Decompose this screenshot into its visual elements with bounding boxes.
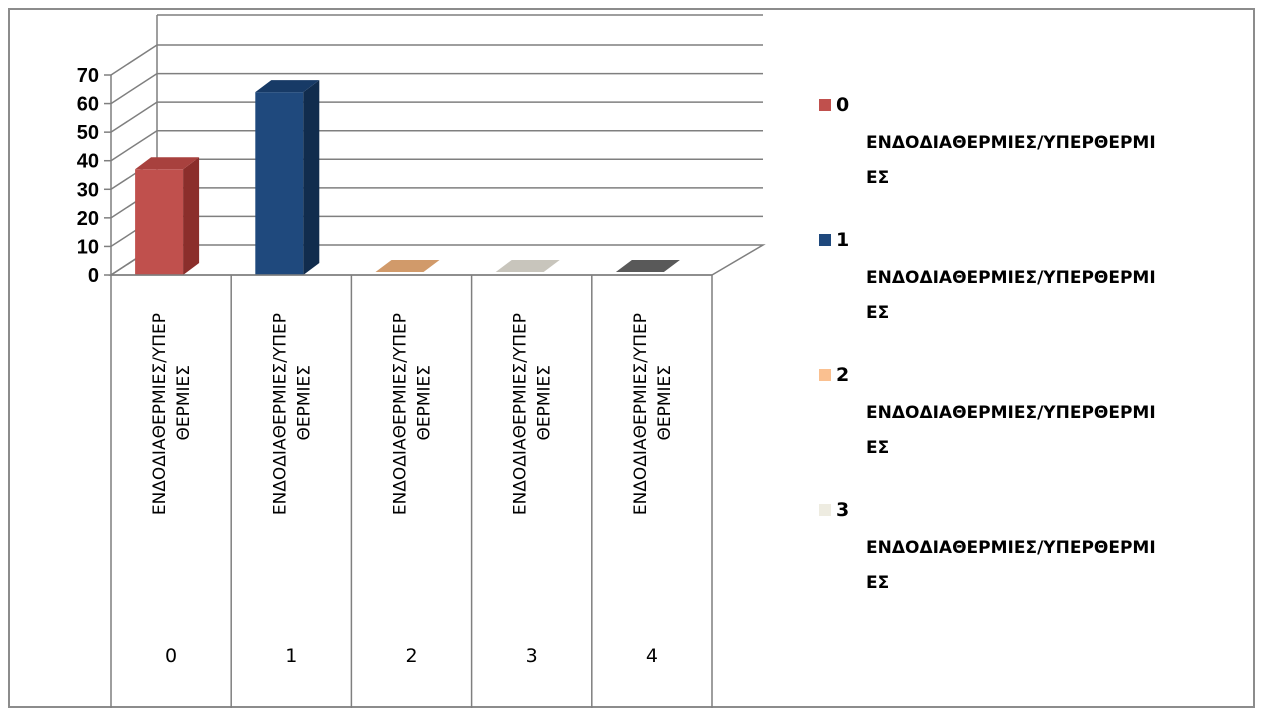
category-label-line2: ΘΕΡΜΙΕΣ	[294, 365, 314, 441]
gridlines	[108, 14, 766, 276]
gridline-diagonal	[110, 101, 158, 133]
bar-zero	[615, 260, 680, 272]
category-axis: ΕΝΔΟΔΙΑΘΕΡΜΙΕΣ/ΥΠΕΡ ΘΕΡΜΙΕΣ0ΕΝΔΟΔΙΑΘΕΡΜΙΕ…	[110, 274, 713, 708]
y-tick-label: 40	[77, 151, 99, 173]
gridline-diagonal	[110, 44, 158, 76]
legend-number: 1	[836, 229, 849, 251]
bar-front	[255, 92, 304, 276]
legend-number: 3	[836, 499, 849, 521]
y-tick-label: 0	[88, 265, 99, 287]
axes: 0 10 20 30 40 50 60 70	[77, 65, 112, 287]
legend-swatch	[819, 99, 831, 111]
legend-label-line2: ΕΣ	[866, 573, 889, 593]
legend-label-line1: ΕΝΔΟΔΙΑΘΕΡΜΙΕΣ/ΥΠΕΡΘΕΡΜΙ	[866, 403, 1156, 423]
category-label: ΕΝΔΟΔΙΑΘΕΡΜΙΕΣ/ΥΠΕΡ ΘΕΡΜΙΕΣ	[631, 313, 675, 515]
spacer-2	[111, 15, 157, 75]
legend-label-line2: ΕΣ	[866, 303, 889, 323]
category-label: ΕΝΔΟΔΙΑΘΕΡΜΙΕΣ/ΥΠΕΡ ΘΕΡΜΙΕΣ	[270, 313, 314, 515]
category-number: 2	[405, 645, 417, 667]
legend-swatch	[819, 504, 831, 516]
legend-label-line1: ΕΝΔΟΔΙΑΘΕΡΜΙΕΣ/ΥΠΕΡΘΕΡΜΙ	[866, 538, 1156, 558]
bar-zero	[495, 260, 560, 272]
category-label-line1: ΕΝΔΟΔΙΑΘΕΡΜΙΕΣ/ΥΠΕΡ	[391, 313, 411, 515]
y-tick-label: 60	[77, 94, 99, 116]
bars	[135, 80, 680, 276]
category-label-line1: ΕΝΔΟΔΙΑΘΕΡΜΙΕΣ/ΥΠΕΡ	[631, 313, 651, 515]
y-tick-label: 10	[77, 236, 99, 258]
legend-label-line2: ΕΣ	[866, 438, 889, 458]
category-number: 3	[526, 645, 538, 667]
category-label-line1: ΕΝΔΟΔΙΑΘΕΡΜΙΕΣ/ΥΠΕΡ	[511, 313, 531, 515]
legend: 0 ΕΝΔΟΔΙΑΘΕΡΜΙΕΣ/ΥΠΕΡΘΕΡΜΙ ΕΣ 1 ΕΝΔΟΔΙΑΘΕΡΜΙ…	[819, 94, 1156, 593]
legend-number: 2	[836, 364, 849, 386]
bar-side	[303, 80, 320, 276]
legend-swatch	[819, 369, 831, 381]
category-label: ΕΝΔΟΔΙΑΘΕΡΜΙΕΣ/ΥΠΕΡ ΘΕΡΜΙΕΣ	[391, 313, 435, 515]
category-number: 4	[646, 645, 658, 667]
category-number: 1	[285, 645, 297, 667]
bar-side	[183, 157, 200, 275]
bar-top	[135, 157, 200, 170]
legend-label-line1: ΕΝΔΟΔΙΑΘΕΡΜΙΕΣ/ΥΠΕΡΘΕΡΜΙ	[866, 268, 1156, 288]
gridline-diagonal	[110, 72, 158, 105]
y-tick-label: 30	[77, 179, 99, 201]
spacer	[111, 17, 157, 75]
y-tick-label: 50	[77, 122, 99, 144]
gridline-diagonal	[110, 130, 158, 162]
bar-zero	[375, 260, 440, 272]
legend-swatch	[819, 234, 831, 246]
bar-front	[135, 169, 184, 275]
category-label: ΕΝΔΟΔΙΑΘΕΡΜΙΕΣ/ΥΠΕΡ ΘΕΡΜΙΕΣ	[150, 313, 194, 515]
y-tick-label: 20	[77, 208, 99, 230]
category-label-line2: ΘΕΡΜΙΕΣ	[535, 365, 555, 441]
category-label-line2: ΘΕΡΜΙΕΣ	[174, 365, 194, 441]
bar-top	[255, 80, 320, 93]
y-tick-label: 70	[77, 65, 99, 87]
category-label-line2: ΘΕΡΜΙΕΣ	[415, 365, 435, 441]
legend-label-line2: ΕΣ	[866, 168, 889, 188]
legend-number: 0	[836, 94, 849, 116]
category-label-line2: ΘΕΡΜΙΕΣ	[655, 365, 675, 441]
category-number: 0	[165, 645, 177, 667]
category-label-line1: ΕΝΔΟΔΙΑΘΕΡΜΙΕΣ/ΥΠΕΡ	[270, 313, 290, 515]
legend-label-line1: ΕΝΔΟΔΙΑΘΕΡΜΙΕΣ/ΥΠΕΡΘΕΡΜΙ	[866, 133, 1156, 153]
category-label: ΕΝΔΟΔΙΑΘΕΡΜΙΕΣ/ΥΠΕΡ ΘΕΡΜΙΕΣ	[511, 313, 555, 515]
chart-frame: 0 10 20 30 40 50 60 70 ΕΝΔΟΔΙΑΘΕΡΜΙΕΣ/ΥΠΕΡ ΘΕΡΜΙ…	[8, 8, 1255, 708]
category-label-line1: ΕΝΔΟΔΙΑΘΕΡΜΙΕΣ/ΥΠΕΡ	[150, 313, 170, 515]
